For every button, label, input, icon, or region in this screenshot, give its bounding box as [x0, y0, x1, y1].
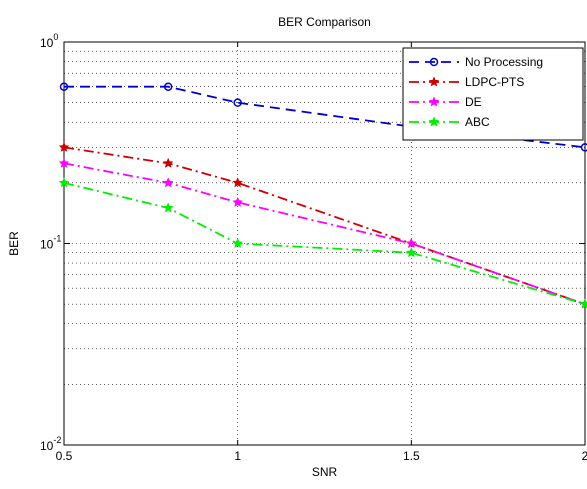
data-point	[405, 247, 417, 258]
x-tick-label: 2	[582, 449, 587, 463]
data-point	[162, 157, 174, 168]
data-point	[232, 196, 244, 207]
legend-entry: No Processing	[409, 55, 543, 69]
data-point	[232, 177, 244, 188]
legend-entry: ABC	[409, 115, 490, 129]
data-point	[58, 141, 70, 152]
legend-entry: LDPC-PTS	[409, 75, 524, 89]
y-axis-label: BER	[7, 231, 21, 256]
data-point	[59, 82, 69, 91]
data-point	[232, 237, 244, 249]
data-point	[580, 143, 587, 152]
data-point	[163, 82, 173, 91]
data-point	[58, 157, 70, 168]
legend-marker	[429, 57, 439, 67]
legend-label: No Processing	[465, 55, 543, 69]
x-tick-label: 1	[234, 449, 241, 463]
data-point	[405, 237, 417, 249]
legend-label: LDPC-PTS	[465, 75, 524, 89]
axis-ticks: 0.5 1 1.5 2 10-2 10-1 100	[40, 32, 587, 463]
x-tick-label: 0.5	[56, 449, 73, 463]
series-abc	[58, 177, 587, 309]
data-point	[233, 98, 242, 107]
data-point	[579, 298, 587, 309]
x-tick-label: 1.5	[403, 449, 420, 463]
y-tick-label: 10-2	[40, 435, 61, 453]
chart-title: BER Comparison	[278, 15, 371, 29]
data-point	[58, 177, 70, 188]
grid	[64, 42, 585, 445]
y-tick-label: 10-1	[40, 234, 61, 252]
legend-entry: DE	[409, 95, 482, 109]
legend-label: DE	[465, 95, 482, 109]
legend-marker	[428, 96, 440, 107]
legend: No Processing LDPC-PTS DE ABC	[402, 47, 584, 141]
legend-label: ABC	[465, 115, 490, 129]
data-point	[162, 202, 174, 213]
y-tick-label: 100	[40, 32, 58, 50]
legend-marker	[428, 76, 440, 87]
legend-marker	[428, 116, 440, 127]
data-point	[162, 177, 174, 188]
x-axis-label: SNR	[312, 465, 338, 479]
series-line	[63, 146, 586, 306]
